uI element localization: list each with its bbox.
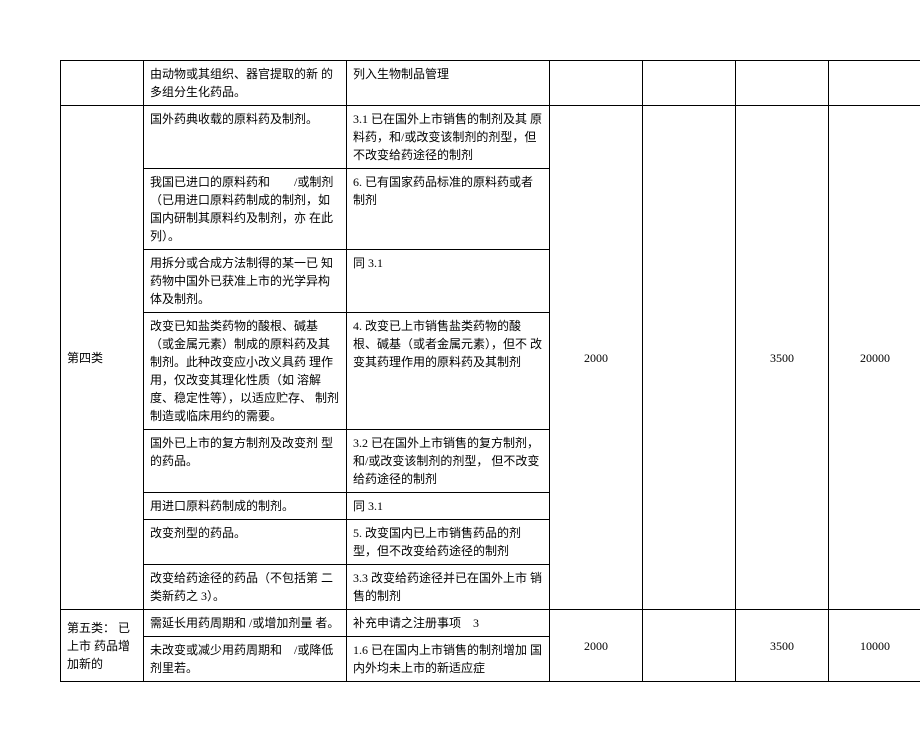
cell: [643, 61, 736, 106]
cell: 国外已上市的复方制剂及改变剂 型的药品。: [144, 430, 347, 493]
cell: 3.3 改变给药途径并已在国外上市 销售的制剂: [347, 565, 550, 610]
cell: [550, 61, 643, 106]
cell: 改变已知盐类药物的酸根、碱基 （或金属元素）制成的原料药及其制剂。此种改变应小改…: [144, 313, 347, 430]
cell: 同 3.1: [347, 493, 550, 520]
cell: 由动物或其组织、器官提取的新 的多组分生化药品。: [144, 61, 347, 106]
cell: [61, 61, 144, 106]
cell: 用进口原料药制成的制剂。: [144, 493, 347, 520]
cell: 未改变或减少用药周期和 /或降低剂里若。: [144, 637, 347, 682]
cell-value: 3500: [736, 610, 829, 682]
cell: 国外药典收载的原料药及制剂。: [144, 106, 347, 169]
category-label: 第五类： 已上市 药品增加新的: [61, 610, 144, 682]
table-row: 第四类 国外药典收载的原料药及制剂。 3.1 已在国外上市销售的制剂及其 原料药…: [61, 106, 920, 169]
cell-value: 10000: [829, 610, 920, 682]
classification-table: 由动物或其组织、器官提取的新 的多组分生化药品。 列入生物制品管理 第四类 国外…: [60, 60, 920, 682]
table-row: 由动物或其组织、器官提取的新 的多组分生化药品。 列入生物制品管理: [61, 61, 920, 106]
cell: 需延长用药周期和 /或增加剂量 者。: [144, 610, 347, 637]
table-row: 第五类： 已上市 药品增加新的 需延长用药周期和 /或增加剂量 者。 补充申请之…: [61, 610, 920, 637]
cell: [736, 61, 829, 106]
cell: 3.2 已在国外上市销售的复方制剂，和/或改变该制剂的剂型， 但不改变给药途径的…: [347, 430, 550, 493]
cell: 我国已进口的原料药和 /或制剂（已用进口原料药制成的制剂，如国内研制其原料约及制…: [144, 169, 347, 250]
cell: 1.6 已在国内上市销售的制剂增加 国内外均未上市的新适应症: [347, 637, 550, 682]
cell: 改变给药途径的药品（不包括第 二类新药之 3）。: [144, 565, 347, 610]
cell: 用拆分或合成方法制得的某一已 知药物中国外已获准上市的光学异构体及制剂。: [144, 250, 347, 313]
cell-value: [643, 106, 736, 610]
cell: 6. 已有国家药品标准的原料药或者 制剂: [347, 169, 550, 250]
category-label: 第四类: [61, 106, 144, 610]
cell: 补充申请之注册事项 3: [347, 610, 550, 637]
cell: 3.1 已在国外上市销售的制剂及其 原料药，和/或改变该制剂的剂型，但不改变给药…: [347, 106, 550, 169]
cell-value: 20000: [829, 106, 920, 610]
cell-value: 2000: [550, 106, 643, 610]
cell: 4. 改变已上市销售盐类药物的酸根、碱基（或者金属元素），但不 改变其药理作用的…: [347, 313, 550, 430]
cell: [829, 61, 920, 106]
cell: 列入生物制品管理: [347, 61, 550, 106]
cell-value: 3500: [736, 106, 829, 610]
cell: 5. 改变国内已上市销售药品的剂 型，但不改变给药途径的制剂: [347, 520, 550, 565]
cell: 同 3.1: [347, 250, 550, 313]
cell-value: [643, 610, 736, 682]
cell-value: 2000: [550, 610, 643, 682]
cell: 改变剂型的药品。: [144, 520, 347, 565]
